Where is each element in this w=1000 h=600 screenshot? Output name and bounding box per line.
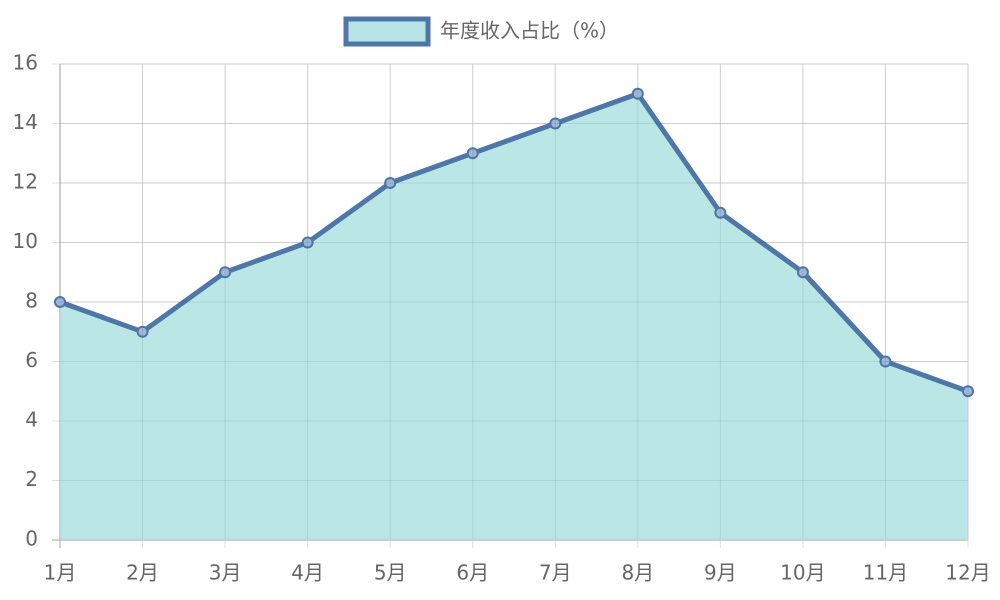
point xyxy=(796,266,809,279)
y-tick-label: 6 xyxy=(25,348,38,372)
y-tick-label: 16 xyxy=(13,51,38,75)
y-tick-label: 2 xyxy=(25,467,38,491)
y-tick-label: 0 xyxy=(25,527,38,551)
x-tick-label: 4月 xyxy=(291,561,324,585)
point xyxy=(962,385,974,398)
point xyxy=(219,266,232,279)
x-tick-label: 12月 xyxy=(945,561,990,585)
y-tick-label: 4 xyxy=(25,408,38,432)
x-tick-label: 5月 xyxy=(374,561,407,585)
point xyxy=(136,325,149,338)
x-tick-label: 6月 xyxy=(456,561,489,585)
point xyxy=(301,236,314,249)
y-tick-label: 14 xyxy=(13,110,38,134)
y-tick-label: 10 xyxy=(13,229,38,253)
point xyxy=(879,355,892,368)
x-tick-label: 10月 xyxy=(780,561,825,585)
point xyxy=(384,177,397,189)
legend-label: 年度收入占比（%） xyxy=(440,19,619,43)
point xyxy=(54,296,66,308)
y-tick-label: 12 xyxy=(13,170,38,194)
area-fill xyxy=(60,93,968,540)
x-tick-label: 11月 xyxy=(863,561,908,585)
x-tick-label: 7月 xyxy=(539,561,572,585)
x-tick-label: 2月 xyxy=(126,561,159,585)
x-tick-label: 8月 xyxy=(621,561,654,585)
x-tick-label: 1月 xyxy=(44,561,77,585)
legend-swatch xyxy=(343,16,431,47)
y-tick-label: 8 xyxy=(25,289,38,313)
point xyxy=(714,206,727,219)
x-tick-label: 9月 xyxy=(704,561,737,585)
point xyxy=(466,147,479,160)
point xyxy=(549,117,562,130)
point xyxy=(631,87,644,100)
line xyxy=(59,91,969,394)
x-tick-label: 3月 xyxy=(209,561,242,585)
